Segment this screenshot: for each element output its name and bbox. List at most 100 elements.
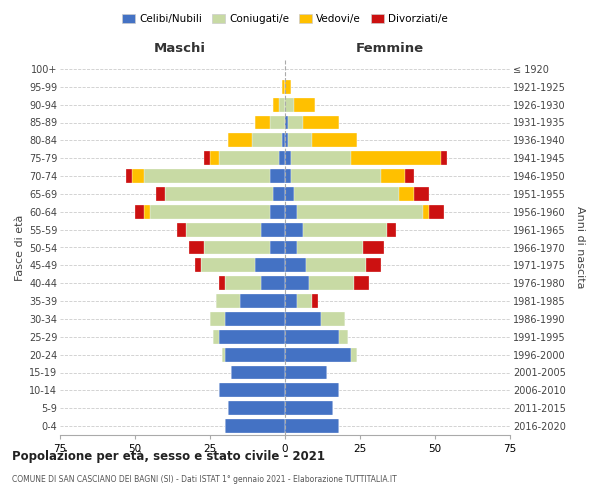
Bar: [285, 169, 291, 183]
Legend: Celibi/Nubili, Coniugati/e, Vedovi/e, Divorziati/e: Celibi/Nubili, Coniugati/e, Vedovi/e, Di…: [118, 10, 452, 29]
Bar: [279, 151, 285, 165]
Bar: [285, 419, 339, 433]
Bar: [303, 222, 387, 236]
Bar: [228, 401, 285, 415]
Bar: [270, 116, 285, 130]
Bar: [219, 276, 225, 290]
Bar: [273, 98, 279, 112]
Bar: [285, 205, 297, 219]
Bar: [291, 169, 381, 183]
Bar: [285, 240, 297, 254]
Bar: [366, 258, 381, 272]
Bar: [261, 222, 285, 236]
Bar: [312, 294, 318, 308]
Bar: [210, 151, 219, 165]
Bar: [351, 151, 441, 165]
Bar: [231, 366, 285, 380]
Bar: [156, 187, 165, 201]
Text: Femmine: Femmine: [356, 42, 424, 54]
Bar: [285, 294, 297, 308]
Text: Maschi: Maschi: [154, 42, 206, 54]
Bar: [177, 222, 186, 236]
Bar: [285, 348, 351, 362]
Bar: [285, 276, 309, 290]
Bar: [363, 240, 384, 254]
Bar: [321, 312, 345, 326]
Bar: [399, 187, 414, 201]
Bar: [189, 240, 204, 254]
Y-axis label: Anni di nascita: Anni di nascita: [575, 206, 585, 289]
Bar: [135, 205, 144, 219]
Bar: [228, 134, 252, 147]
Bar: [261, 276, 285, 290]
Bar: [270, 240, 285, 254]
Bar: [210, 312, 225, 326]
Bar: [285, 366, 327, 380]
Bar: [285, 222, 303, 236]
Bar: [285, 134, 288, 147]
Bar: [279, 98, 285, 112]
Bar: [294, 187, 399, 201]
Bar: [381, 169, 405, 183]
Bar: [429, 205, 444, 219]
Bar: [225, 348, 285, 362]
Bar: [150, 205, 270, 219]
Bar: [441, 151, 447, 165]
Bar: [285, 116, 288, 130]
Bar: [294, 98, 315, 112]
Bar: [351, 348, 357, 362]
Bar: [270, 205, 285, 219]
Bar: [285, 98, 294, 112]
Bar: [312, 134, 357, 147]
Bar: [165, 187, 273, 201]
Bar: [285, 401, 333, 415]
Bar: [387, 222, 396, 236]
Bar: [219, 330, 285, 344]
Bar: [186, 222, 261, 236]
Bar: [354, 276, 369, 290]
Bar: [285, 258, 306, 272]
Bar: [204, 240, 270, 254]
Bar: [240, 294, 285, 308]
Bar: [297, 240, 363, 254]
Text: COMUNE DI SAN CASCIANO DEI BAGNI (SI) - Dati ISTAT 1° gennaio 2021 - Elaborazion: COMUNE DI SAN CASCIANO DEI BAGNI (SI) - …: [12, 475, 397, 484]
Bar: [309, 276, 354, 290]
Bar: [282, 80, 285, 94]
Bar: [285, 80, 291, 94]
Bar: [195, 258, 201, 272]
Bar: [423, 205, 429, 219]
Bar: [219, 384, 285, 398]
Y-axis label: Fasce di età: Fasce di età: [14, 214, 25, 280]
Bar: [339, 330, 348, 344]
Bar: [291, 151, 351, 165]
Bar: [288, 116, 303, 130]
Bar: [132, 169, 144, 183]
Bar: [414, 187, 429, 201]
Bar: [144, 205, 150, 219]
Bar: [255, 116, 270, 130]
Bar: [285, 312, 321, 326]
Bar: [273, 187, 285, 201]
Text: Popolazione per età, sesso e stato civile - 2021: Popolazione per età, sesso e stato civil…: [12, 450, 325, 463]
Bar: [126, 169, 132, 183]
Bar: [219, 151, 279, 165]
Bar: [297, 205, 423, 219]
Bar: [252, 134, 282, 147]
Bar: [144, 169, 270, 183]
Bar: [222, 348, 225, 362]
Bar: [285, 187, 294, 201]
Bar: [285, 384, 339, 398]
Bar: [225, 419, 285, 433]
Bar: [225, 312, 285, 326]
Bar: [288, 134, 312, 147]
Bar: [405, 169, 414, 183]
Bar: [270, 169, 285, 183]
Bar: [285, 330, 339, 344]
Bar: [255, 258, 285, 272]
Bar: [297, 294, 312, 308]
Bar: [303, 116, 339, 130]
Bar: [204, 151, 210, 165]
Bar: [201, 258, 255, 272]
Bar: [216, 294, 240, 308]
Bar: [213, 330, 219, 344]
